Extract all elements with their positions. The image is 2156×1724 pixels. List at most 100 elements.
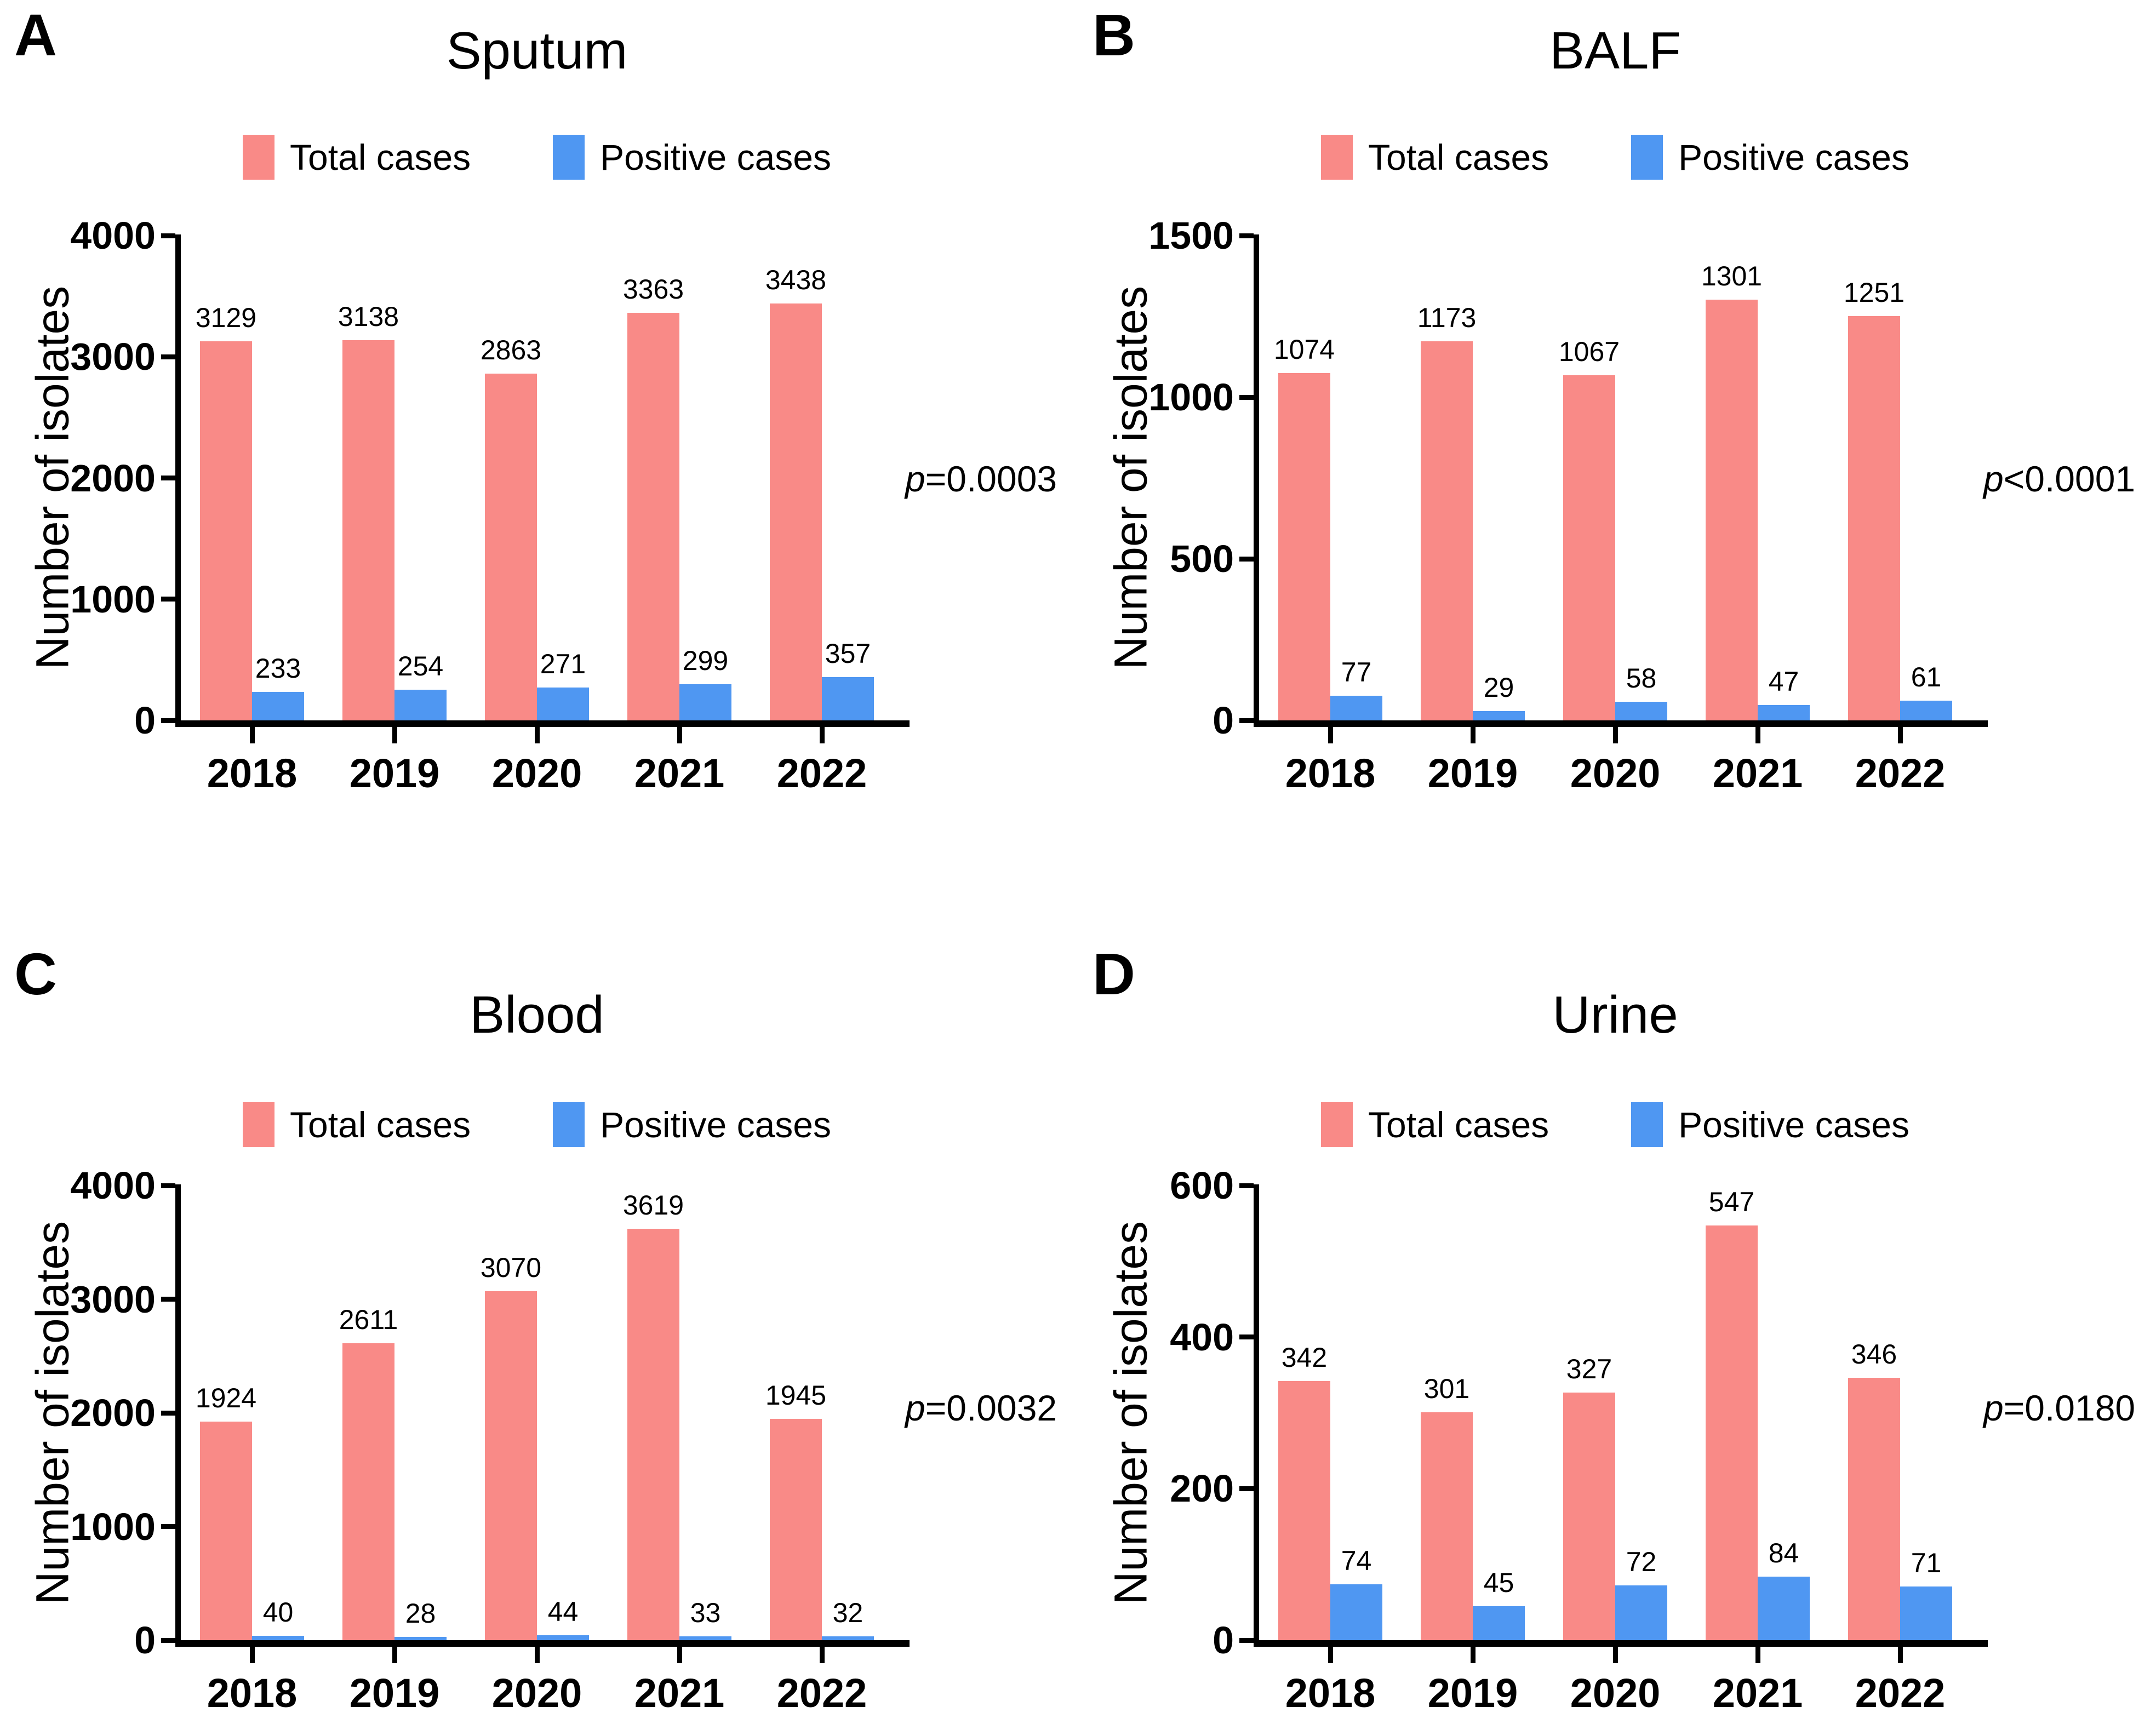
legend-swatch-positive-icon xyxy=(553,1102,585,1147)
bar-positive-2021 xyxy=(679,684,731,720)
bar-value-total-2020: 3070 xyxy=(480,1252,542,1283)
x-tick-label-2019: 2019 xyxy=(1427,751,1518,796)
panel-letter: D xyxy=(1093,941,1135,1007)
y-tick-mark xyxy=(161,1410,175,1416)
legend-item-total: Total cases xyxy=(1320,135,1549,180)
y-tick-mark xyxy=(161,354,175,359)
p-symbol: p xyxy=(1983,459,2004,499)
bar-total-2019 xyxy=(1421,341,1473,720)
x-tick-mark xyxy=(1755,1647,1760,1663)
legend-swatch-total-icon xyxy=(1320,1102,1353,1147)
legend-label-positive: Positive cases xyxy=(1678,137,1910,177)
y-tick-label: 1000 xyxy=(70,1505,156,1548)
bar-value-positive-2018: 74 xyxy=(1341,1545,1372,1576)
legend-item-total: Total cases xyxy=(242,1102,471,1147)
bar-positive-2021 xyxy=(1758,705,1810,720)
x-tick-mark xyxy=(249,727,255,743)
panel-sputum: A Sputum Total cases Positive cases Numb… xyxy=(0,0,1078,862)
x-tick-label-2018: 2018 xyxy=(207,1670,298,1716)
legend-label-total: Total cases xyxy=(289,1104,471,1145)
x-axis-line xyxy=(1254,720,1988,727)
bar-positive-2019 xyxy=(394,689,447,720)
bar-value-total-2022: 1251 xyxy=(1843,277,1905,308)
legend-label-positive: Positive cases xyxy=(600,137,832,177)
plot-area: 0 200 400 600 342 74 2018 301 45 2019 327 72 2020 547… xyxy=(1170,1164,1988,1715)
bar-total-2020 xyxy=(1563,375,1615,720)
bar-positive-2020 xyxy=(1615,1585,1667,1640)
bar-value-total-2019: 301 xyxy=(1423,1373,1470,1404)
bar-positive-2019 xyxy=(1473,1606,1525,1640)
legend-swatch-total-icon xyxy=(242,1102,274,1147)
bar-total-2020 xyxy=(485,373,537,720)
bar-value-total-2020: 2863 xyxy=(480,334,542,365)
y-tick-mark xyxy=(161,1183,175,1188)
bar-total-2018 xyxy=(1278,373,1330,720)
bar-value-total-2019: 1173 xyxy=(1417,302,1477,333)
x-tick-mark xyxy=(819,727,825,743)
legend-swatch-positive-icon xyxy=(1631,135,1663,180)
bar-positive-2018 xyxy=(252,1635,304,1640)
y-axis-line xyxy=(1254,234,1259,727)
x-tick-label-2021: 2021 xyxy=(634,1670,725,1716)
bar-value-positive-2021: 299 xyxy=(682,645,729,676)
bar-total-2020 xyxy=(1563,1392,1615,1640)
p-symbol: p xyxy=(905,459,925,499)
bar-value-total-2020: 1067 xyxy=(1558,336,1620,368)
x-tick-mark xyxy=(534,727,540,743)
bar-value-positive-2019: 28 xyxy=(405,1598,436,1629)
bar-total-2022 xyxy=(770,1419,822,1640)
x-tick-label-2019: 2019 xyxy=(349,1670,440,1716)
x-axis-line xyxy=(175,720,910,727)
bar-total-2021 xyxy=(1706,300,1758,720)
x-tick-label-2022: 2022 xyxy=(776,751,867,796)
x-tick-mark xyxy=(1612,1647,1618,1663)
x-tick-mark xyxy=(249,1647,255,1663)
y-tick-label: 0 xyxy=(1213,699,1234,742)
p-value-annotation: p=0.0032 xyxy=(905,1388,1076,1428)
y-tick-mark xyxy=(161,476,175,480)
y-tick-mark xyxy=(1239,718,1254,723)
y-axis-label: Number of isolates xyxy=(1105,1221,1157,1605)
y-tick-label: 3000 xyxy=(70,335,156,379)
legend: Total cases Positive cases xyxy=(1259,135,1971,180)
x-tick-mark xyxy=(392,727,397,743)
y-tick-label: 3000 xyxy=(70,1278,156,1321)
p-value-annotation: p=0.0180 xyxy=(1983,1388,2154,1428)
legend: Total cases Positive cases xyxy=(181,135,893,180)
bar-value-positive-2022: 32 xyxy=(832,1597,863,1629)
bar-value-positive-2022: 61 xyxy=(1911,662,1942,692)
y-tick-mark xyxy=(1239,1637,1254,1643)
legend-swatch-total-icon xyxy=(242,135,274,180)
x-tick-label-2021: 2021 xyxy=(1712,1670,1803,1716)
x-tick-label-2020: 2020 xyxy=(491,1670,582,1716)
y-tick-label: 4000 xyxy=(70,1164,156,1207)
y-tick-label: 1000 xyxy=(70,577,156,621)
y-tick-label: 4000 xyxy=(70,214,156,257)
bar-total-2022 xyxy=(770,303,822,720)
x-tick-mark xyxy=(677,1647,682,1663)
x-tick-mark xyxy=(819,1647,825,1663)
x-tick-mark xyxy=(1612,727,1618,743)
y-tick-label: 400 xyxy=(1170,1315,1234,1359)
panel-title: BALF xyxy=(1549,21,1682,80)
legend-label-positive: Positive cases xyxy=(1678,1104,1910,1145)
bar-value-total-2022: 1945 xyxy=(765,1380,827,1411)
bar-positive-2022 xyxy=(822,677,874,720)
y-tick-label: 2000 xyxy=(70,456,156,500)
legend-label-total: Total cases xyxy=(1368,137,1549,177)
y-axis-label: Number of isolates xyxy=(1105,285,1157,670)
x-tick-label-2022: 2022 xyxy=(1855,751,1946,796)
x-tick-mark xyxy=(1897,727,1903,743)
x-tick-mark xyxy=(392,1647,397,1663)
bar-positive-2020 xyxy=(537,688,589,720)
bar-positive-2022 xyxy=(1900,1586,1952,1640)
x-tick-label-2022: 2022 xyxy=(776,1670,867,1716)
legend-item-total: Total cases xyxy=(242,135,471,180)
y-tick-label: 2000 xyxy=(70,1391,156,1434)
y-tick-label: 1000 xyxy=(1148,376,1234,419)
bar-value-positive-2020: 44 xyxy=(547,1596,579,1627)
legend-swatch-positive-icon xyxy=(553,135,585,180)
y-axis-line xyxy=(175,1184,181,1647)
bar-value-total-2020: 327 xyxy=(1566,1353,1612,1384)
